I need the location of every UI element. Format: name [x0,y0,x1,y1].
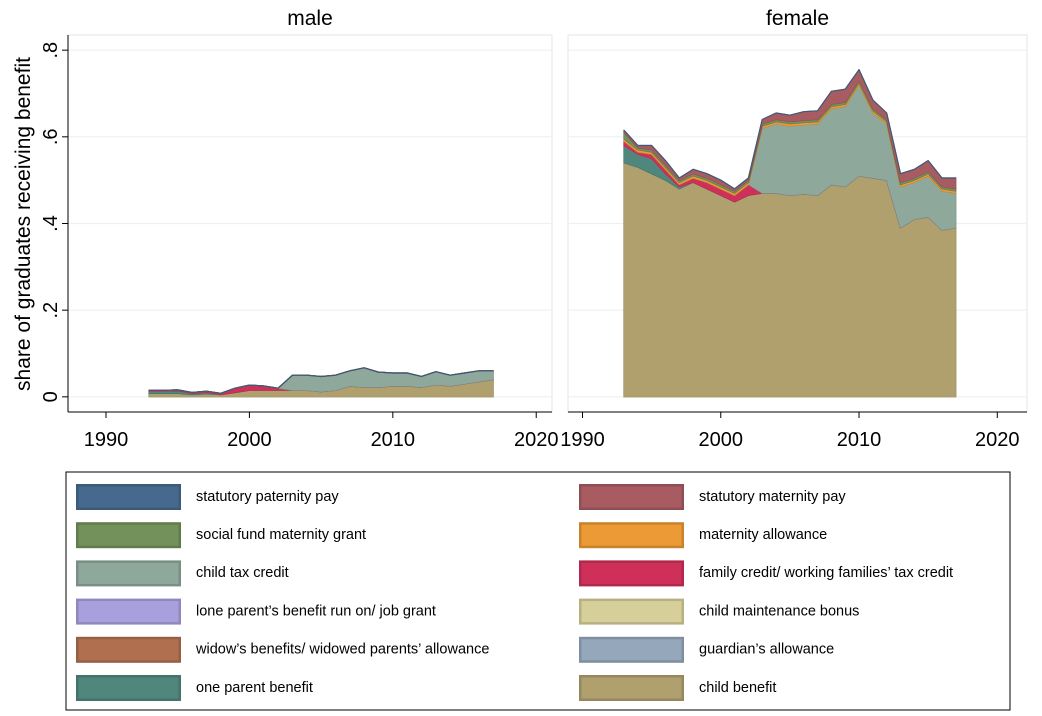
legend-label: maternity allowance [699,527,827,543]
x-tick-label: 1990 [84,429,129,451]
y-tick-label: .6 [40,128,62,145]
x-tick-label: 2000 [699,429,744,451]
x-tick-label: 2020 [514,429,559,451]
legend-label: guardian’s allowance [699,642,834,658]
legend-box [65,471,1011,711]
legend-label: statutory maternity pay [699,489,846,505]
legend-label: widow’s benefits/ widowed parents’ allow… [195,642,489,658]
legend-swatch-fill [581,486,682,508]
legend-label: family credit/ working families’ tax cre… [699,565,953,581]
legend-swatch-fill [78,601,179,623]
legend-label: child benefit [699,680,776,696]
x-tick-label: 2010 [837,429,882,451]
area-fill [623,84,956,230]
area-fill [623,162,956,397]
legend-swatch-fill [78,677,179,699]
area-fill [149,379,494,395]
legend-swatch-fill [581,524,682,546]
legend-swatch-fill [78,562,179,584]
y-axis-title: share of graduates receiving benefit [12,57,35,391]
x-tick-label: 1990 [560,429,605,451]
legend-label: lone parent’s benefit run on/ job grant [196,603,436,619]
area-fill [149,379,494,397]
legend-swatch-fill [581,562,682,584]
y-tick-label: .2 [40,302,62,319]
panel-title: female [766,7,829,30]
y-tick-label: .4 [40,215,62,232]
x-tick-label: 2020 [975,429,1020,451]
legend-label: one parent benefit [196,680,313,696]
x-tick-label: 2010 [371,429,416,451]
legend-label: social fund maternity grant [196,527,366,543]
legend-label: child maintenance bonus [699,603,859,619]
y-tick-label: 0 [40,391,62,402]
legend-label: child tax credit [196,565,289,581]
legend-label: statutory paternity pay [196,489,339,505]
legend-swatch-fill [581,639,682,661]
legend-swatch-fill [78,524,179,546]
y-tick-label: .8 [40,42,62,59]
legend-swatch-fill [581,677,682,699]
x-tick-label: 2000 [227,429,272,451]
legend-swatch-fill [581,601,682,623]
panel-title: male [287,7,333,30]
legend-swatch-fill [78,639,179,661]
area-fill [149,379,494,395]
legend-swatch-fill [78,486,179,508]
area-fill [149,367,494,394]
